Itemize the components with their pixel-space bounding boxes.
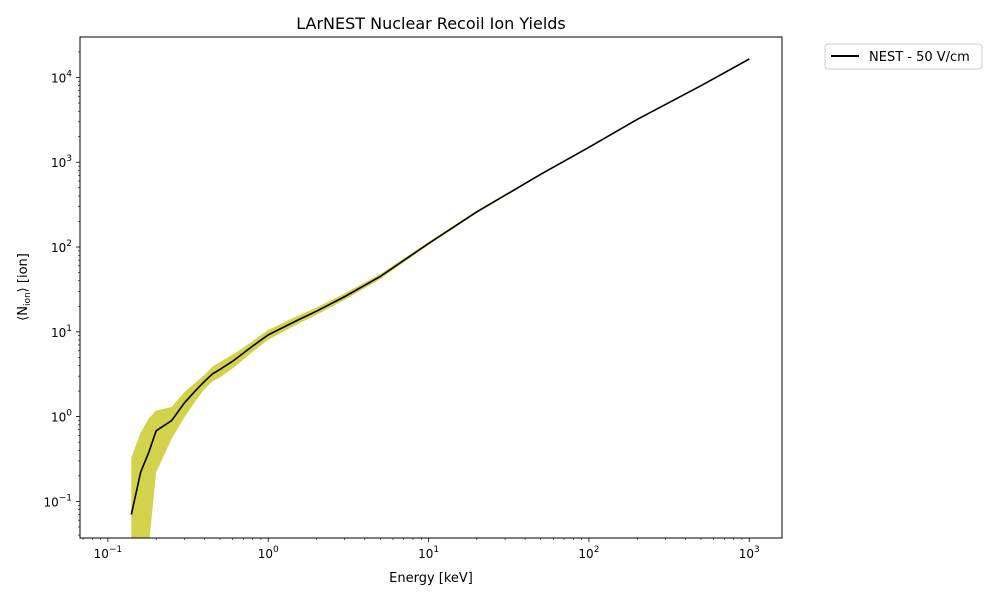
y-axis-label: ⟨Nion⟩ [ion] (16, 253, 33, 321)
y-tick-label: 101 (51, 324, 72, 340)
legend: NEST - 50 V/cm (824, 43, 983, 70)
series-0-line (130, 58, 750, 515)
x-axis-label: Energy [keV] (389, 571, 473, 586)
y-tick-label: 103 (51, 154, 72, 170)
y-tick-label: 104 (51, 69, 72, 85)
chart-title: LArNEST Nuclear Recoil Ion Yields (296, 14, 566, 33)
x-tick-label: 102 (578, 545, 599, 561)
y-tick-label: 10−1 (43, 493, 72, 509)
x-tick-label: 103 (739, 545, 760, 561)
legend-entry-label: NEST - 50 V/cm (869, 50, 970, 65)
y-axis: 10−1 100 101 102 103 104 (43, 51, 80, 536)
legend-frame (824, 43, 983, 70)
y-tick-label: 102 (51, 239, 72, 255)
series-0-uncertainty-band (131, 58, 750, 538)
x-tick-label: 100 (258, 545, 279, 561)
plot-area (130, 58, 750, 538)
x-tick-label: 10−1 (94, 545, 123, 561)
plot-frame (79, 36, 783, 539)
x-tick-label: 101 (418, 545, 439, 561)
y-tick-label: 100 (51, 409, 72, 425)
x-axis: 10−1 100 101 102 103 (82, 538, 760, 561)
